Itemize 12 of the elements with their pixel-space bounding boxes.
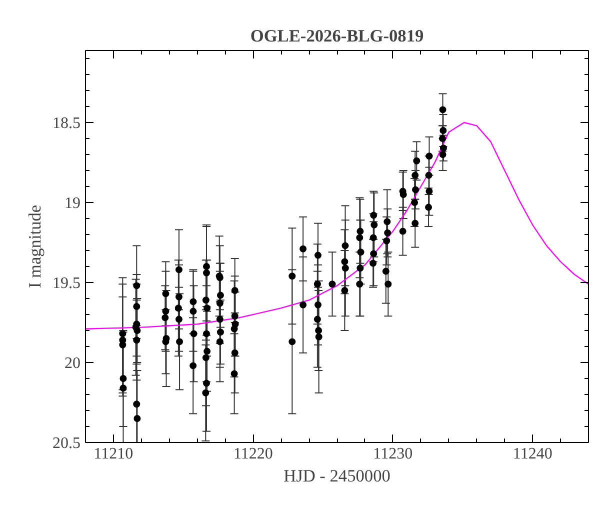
x-tick-label: 11240 bbox=[512, 446, 552, 462]
y-tick-label: 19.5 bbox=[52, 275, 80, 292]
x-tick-label: 11210 bbox=[94, 446, 134, 462]
y-axis-title: I magnitude bbox=[26, 204, 44, 288]
x-axis-title: HJD - 2450000 bbox=[284, 466, 390, 486]
y-tick-label: 20 bbox=[64, 355, 80, 372]
x-tick-label: 11230 bbox=[373, 446, 413, 462]
y-tick-label: 18.5 bbox=[52, 115, 80, 132]
y-tick-label: 20.5 bbox=[52, 435, 80, 452]
y-tick-label: 19 bbox=[64, 195, 80, 212]
chart-title: OGLE-2026-BLG-0819 bbox=[250, 26, 424, 46]
x-tick-label: 11220 bbox=[233, 446, 273, 462]
